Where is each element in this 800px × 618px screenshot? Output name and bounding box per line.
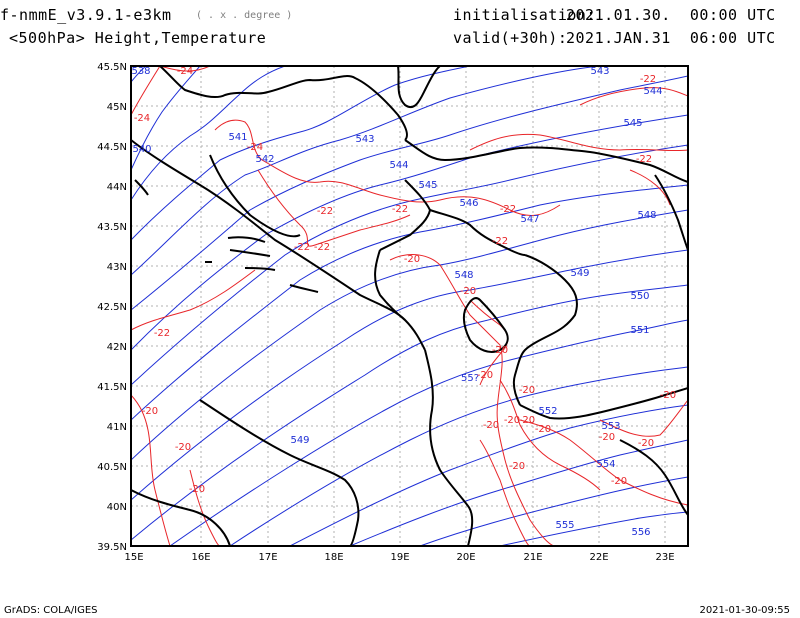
lon-tick: 18E [324,552,343,563]
lat-tick: 39.5N [97,542,127,553]
units-label: ( . x . degree ) [196,10,293,21]
height-label: 550 [630,291,649,302]
lon-tick: 16E [191,552,210,563]
temp-label: -20 [483,420,499,431]
temp-label: -24 [247,142,263,153]
lon-tick: 15E [124,552,143,563]
height-label: 547 [520,214,539,225]
temp-label: -22 [314,242,330,253]
height-label: 544 [389,160,408,171]
lat-tick: 43.5N [97,222,127,233]
height-label: 540 [132,144,151,155]
height-label: 545 [623,118,642,129]
temp-label: -20 [504,415,520,426]
lat-tick: 44.5N [97,142,127,153]
height-label: 55? [461,373,479,384]
height-label: 556 [631,527,650,538]
lat-tick: 40N [107,502,127,513]
temp-label: -20 [175,442,191,453]
lon-tick: 20E [456,552,475,563]
lon-axis: 15E 16E 17E 18E 19E 20E 21E 22E 23E [124,552,674,563]
height-label: 545 [418,180,437,191]
temp-label: -22 [154,328,170,339]
footer-timestamp: 2021-01-30-09:55 [699,605,790,616]
temp-label: -22 [636,154,652,165]
temp-label: -20 [638,438,654,449]
init-value: 2021.01.30. 00:00 UTC [566,6,776,24]
temp-label: -22 [640,74,656,85]
field-title: <500hPa> Height,Temperature [9,29,267,47]
lon-tick: 17E [258,552,277,563]
lon-tick: 23E [655,552,674,563]
height-label: 548 [454,270,473,281]
height-label: 554 [596,459,615,470]
height-label: 538 [131,66,150,77]
temp-label: -20 [492,345,508,356]
temp-label: -20 [660,390,676,401]
init-label: initialisation: [453,6,596,24]
height-label: 543 [590,66,609,77]
lat-tick: 43N [107,262,127,273]
temp-label: -20 [189,484,205,495]
height-label: 552 [538,406,557,417]
temp-label: -22 [492,236,508,247]
valid-value: 2021.JAN.31 06:00 UTC [566,29,776,47]
lat-tick: 41N [107,422,127,433]
footer-credit: GrADS: COLA/IGES [4,605,98,616]
temp-label: -22 [294,242,310,253]
lat-tick: 44N [107,182,127,193]
lat-axis: 45.5N 45N 44.5N 44N 43.5N 43N 42.5N 42N … [97,62,127,553]
height-label: 543 [355,134,374,145]
temp-label: -20 [599,432,615,443]
temp-label: -20 [535,424,551,435]
height-label: 551 [630,325,649,336]
lon-tick: 21E [523,552,542,563]
height-label: 555 [555,520,574,531]
model-name: f-nmmE_v3.9.1-e3km [0,6,172,24]
map-frame [130,65,689,547]
lat-tick: 42N [107,342,127,353]
lat-tick: 42.5N [97,302,127,313]
temp-label: -20 [460,286,476,297]
height-label: 541 [228,132,247,143]
temp-label: -20 [519,415,535,426]
temp-label: -22 [392,204,408,215]
country-borders [131,66,688,546]
temp-label: -24 [134,113,150,124]
temp-label: -20 [477,370,493,381]
temp-label: -20 [142,406,158,417]
height-label: 549 [290,435,309,446]
lat-tick: 41.5N [97,382,127,393]
temp-label: -20 [519,385,535,396]
height-label: 542 [255,154,274,165]
temp-label: -24 [177,66,193,77]
height-labels: 538 540 541 542 543 543 544 544 545 545 … [131,66,662,538]
temp-label: -22 [317,206,333,217]
lat-tick: 45N [107,102,127,113]
height-label: 546 [459,198,478,209]
height-label: 553 [601,421,620,432]
valid-label: valid(+30h): [453,29,568,47]
temp-label: -20 [509,461,525,472]
height-label: 544 [643,86,662,97]
temperature-labels: -24 -24 -24 -22 -22 -22 -22 -22 -22 -22 … [134,66,676,495]
lat-tick: 45.5N [97,62,127,73]
temp-label: -20 [404,254,420,265]
lat-tick: 40.5N [97,462,127,473]
height-label: 549 [570,268,589,279]
height-contours [131,66,688,546]
temp-label: -20 [611,476,627,487]
islands [134,179,319,293]
temp-label: -22 [500,204,516,215]
lon-tick: 19E [390,552,409,563]
height-label: 548 [637,210,656,221]
lon-tick: 22E [589,552,608,563]
grid-lines [131,66,688,546]
